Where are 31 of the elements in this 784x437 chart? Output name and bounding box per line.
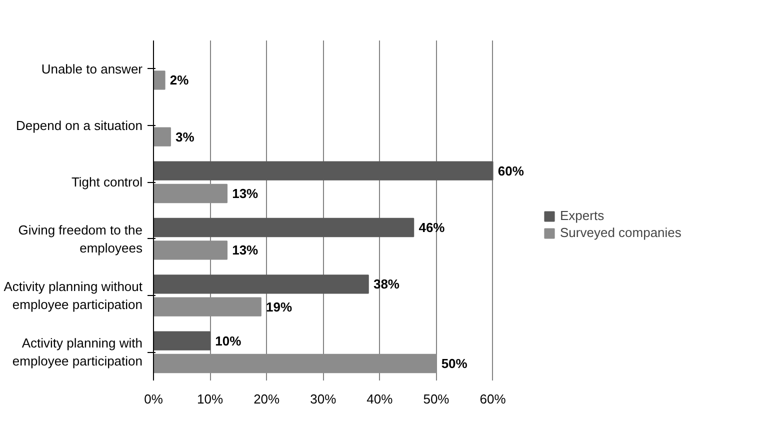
y-tick-label: Depend on a situation (16, 118, 142, 133)
x-tick-label: 20% (254, 392, 280, 406)
y-tick-label: Activity planning without employee participation (4, 279, 143, 312)
x-tick-label: 40% (366, 392, 394, 406)
data-label: 13% (232, 186, 259, 201)
y-tick-label: Unable to answer (41, 61, 144, 76)
y-tick-label: Giving freedom to the employees (18, 222, 143, 256)
data-label: 10% (215, 333, 242, 348)
bar (154, 218, 414, 238)
x-tick-label: 60% (480, 392, 506, 406)
bar (154, 127, 171, 146)
legend-label: Surveyed companies (560, 225, 682, 240)
x-tick-label: 0% (144, 392, 164, 406)
data-label: 19% (266, 299, 292, 314)
legend-label: Experts (560, 208, 604, 223)
data-label: 13% (232, 242, 259, 258)
data-label: 50% (441, 356, 468, 371)
x-tick-label: 10% (197, 392, 224, 406)
bar (154, 274, 369, 294)
bar (154, 161, 494, 180)
y-tick-label: Tight control (71, 174, 143, 190)
y-tick-label: Activity planning with employee participation (12, 336, 143, 369)
data-label: 2% (170, 72, 190, 88)
data-label: 60% (498, 163, 524, 178)
bar (154, 331, 211, 350)
bar (154, 70, 166, 90)
data-label: 3% (176, 129, 195, 144)
data-label: 46% (418, 220, 446, 235)
x-tick-label: 50% (423, 392, 450, 406)
data-label: 38% (373, 276, 400, 292)
x-tick-label: 30% (310, 392, 337, 406)
